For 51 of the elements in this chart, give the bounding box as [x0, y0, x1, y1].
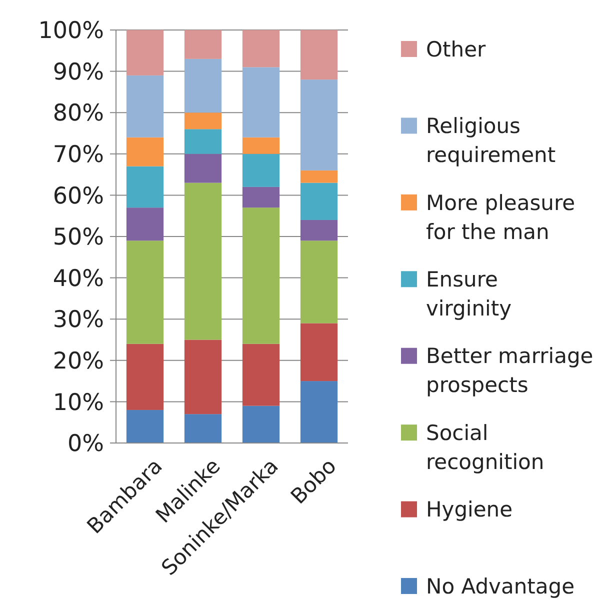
legend-label: Ensure virginity — [426, 267, 512, 320]
bar — [126, 30, 164, 76]
bar — [184, 154, 222, 183]
bar — [300, 240, 338, 324]
legend-label: Social recognition — [426, 420, 544, 474]
legend-label: Hygiene — [426, 498, 513, 522]
bar — [126, 410, 164, 443]
y-tick-label: 40% — [52, 266, 104, 292]
legend-label: Religious requirement — [426, 114, 556, 168]
bar — [300, 80, 338, 170]
bar — [126, 344, 164, 410]
bar — [242, 30, 280, 68]
y-tick-label: 80% — [52, 100, 104, 127]
y-tick-label: 20% — [52, 348, 104, 374]
bar — [184, 182, 222, 340]
legend-label: Other — [426, 37, 486, 62]
legend-label: No Advantage — [426, 574, 575, 598]
bar — [242, 137, 280, 154]
bar — [300, 30, 338, 80]
bar — [184, 340, 222, 414]
y-tick-label: 70% — [52, 142, 104, 168]
bar — [126, 137, 164, 166]
bar — [242, 208, 280, 344]
y-tick-label: 60% — [52, 183, 104, 210]
bar — [300, 323, 338, 382]
bar — [300, 182, 338, 220]
bar — [242, 67, 280, 138]
bar — [242, 406, 280, 443]
bar — [126, 166, 164, 208]
y-tick-label: 30% — [52, 307, 104, 334]
legend-label: Better marriage prospects — [426, 344, 594, 398]
bar — [184, 112, 222, 130]
bar — [126, 208, 164, 241]
bar — [184, 414, 222, 443]
bar — [184, 129, 222, 154]
legend-label: More pleasure for the man — [426, 190, 576, 244]
y-tick-label: 0% — [68, 431, 104, 458]
bar — [184, 58, 222, 113]
bar — [126, 240, 164, 344]
bar — [242, 186, 280, 208]
bar — [126, 75, 164, 138]
y-tick-label: 50% — [52, 224, 104, 251]
y-tick-label: 10% — [52, 390, 104, 416]
bar — [242, 154, 280, 187]
y-tick-label: 90% — [52, 59, 104, 86]
bar — [242, 344, 280, 406]
y-tick-label: 100% — [38, 18, 104, 44]
bar — [300, 381, 338, 443]
bar — [300, 220, 338, 241]
bar — [300, 170, 338, 183]
bar — [184, 30, 222, 59]
